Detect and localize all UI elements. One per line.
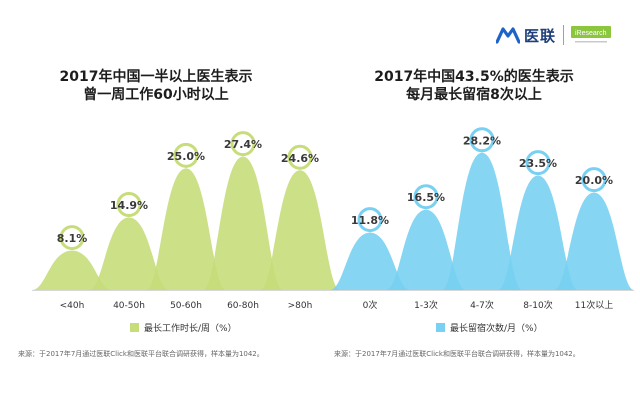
iresearch-logo-icon: iResearch	[571, 26, 612, 43]
value-marker-0: 8.1%	[57, 225, 88, 251]
source-note-right: 来源：于2017年7月通过医联Click和医联平台联合调研获得，样本量为1042…	[334, 350, 580, 358]
hump-2	[146, 168, 226, 290]
data-label-1: 16.5%	[407, 191, 445, 204]
data-label-3: 27.4%	[224, 138, 262, 151]
data-label-1: 14.9%	[110, 199, 148, 212]
hump-4	[554, 192, 634, 290]
chart-title-line2: 曾一周工作60小时以上	[83, 87, 229, 103]
iresearch-logo-text: iResearch	[575, 30, 607, 37]
chart-title-line2: 每月最长留宿8次以上	[406, 87, 542, 103]
value-marker-4: 24.6%	[281, 144, 319, 171]
value-marker-3: 23.5%	[519, 150, 557, 176]
source-note-left: 来源：于2017年7月通过医联Click和医联平台联合调研获得，样本量为1042…	[18, 350, 264, 358]
value-marker-2: 28.2%	[463, 127, 501, 153]
brand-logo-group: 医联 iResearch	[496, 24, 615, 46]
hump-3	[498, 175, 578, 290]
brand-name: 医联	[524, 26, 557, 45]
value-marker-1: 16.5%	[407, 184, 445, 210]
value-marker-3: 27.4%	[224, 131, 262, 157]
legend-swatch	[130, 323, 139, 332]
hump-0	[32, 250, 112, 290]
brand-divider	[563, 25, 565, 45]
chart-title-line1: 2017年中国一半以上医生表示	[59, 69, 253, 85]
hump-2	[442, 152, 522, 290]
chart-title-overnight: 2017年中国43.5%的医生表示 每月最长留宿8次以上	[324, 68, 624, 104]
category-label-4: >80h	[288, 301, 313, 311]
hump-1	[386, 209, 466, 290]
legend-label: 最长工作时长/周（%）	[144, 324, 237, 334]
category-label-2: 50-60h	[170, 301, 202, 311]
data-label-2: 28.2%	[463, 134, 501, 147]
value-marker-1: 14.9%	[110, 191, 148, 218]
value-marker-0: 11.8%	[351, 207, 389, 233]
hump-0	[330, 232, 410, 290]
legend-work-hours: 最长工作时长/周（%）	[130, 321, 237, 334]
category-label-3: 60-80h	[227, 301, 259, 311]
category-label-4: 11次以上	[575, 299, 613, 311]
data-label-3: 23.5%	[519, 157, 557, 170]
data-label-2: 25.0%	[167, 150, 205, 163]
value-marker-2: 25.0%	[167, 142, 205, 169]
hump-1	[89, 217, 169, 290]
category-label-3: 8-10次	[523, 299, 552, 311]
chart-title-work-hours: 2017年中国一半以上医生表示 曾一周工作60小时以上	[6, 68, 306, 104]
data-label-0: 11.8%	[351, 214, 389, 227]
category-label-0: <40h	[60, 301, 85, 311]
overnight-chart: 11.8% 0次 16.5% 1-3次 28.2% 4-7次 23.5% 8-10次 20.0%…	[330, 127, 634, 311]
hump-3	[203, 156, 283, 290]
hump-4	[260, 170, 340, 290]
work-hours-chart: 8.1% <40h 14.9% 40-50h 25.0% 50-60h 27.4% 60-80…	[32, 131, 340, 311]
category-label-2: 4-7次	[470, 299, 494, 311]
value-marker-4: 20.0%	[575, 167, 613, 193]
data-label-4: 24.6%	[281, 152, 319, 165]
chart-title-line1: 2017年中国43.5%的医生表示	[374, 69, 574, 85]
category-label-0: 0次	[363, 299, 378, 311]
yilian-logo-icon	[496, 27, 520, 44]
legend-label: 最长留宿次数/月（%）	[450, 324, 543, 334]
category-label-1: 1-3次	[414, 299, 438, 311]
legend-swatch	[436, 323, 445, 332]
data-label-0: 8.1%	[57, 232, 88, 245]
data-label-4: 20.0%	[575, 174, 613, 187]
category-label-1: 40-50h	[113, 301, 145, 311]
legend-overnight: 最长留宿次数/月（%）	[436, 321, 543, 334]
